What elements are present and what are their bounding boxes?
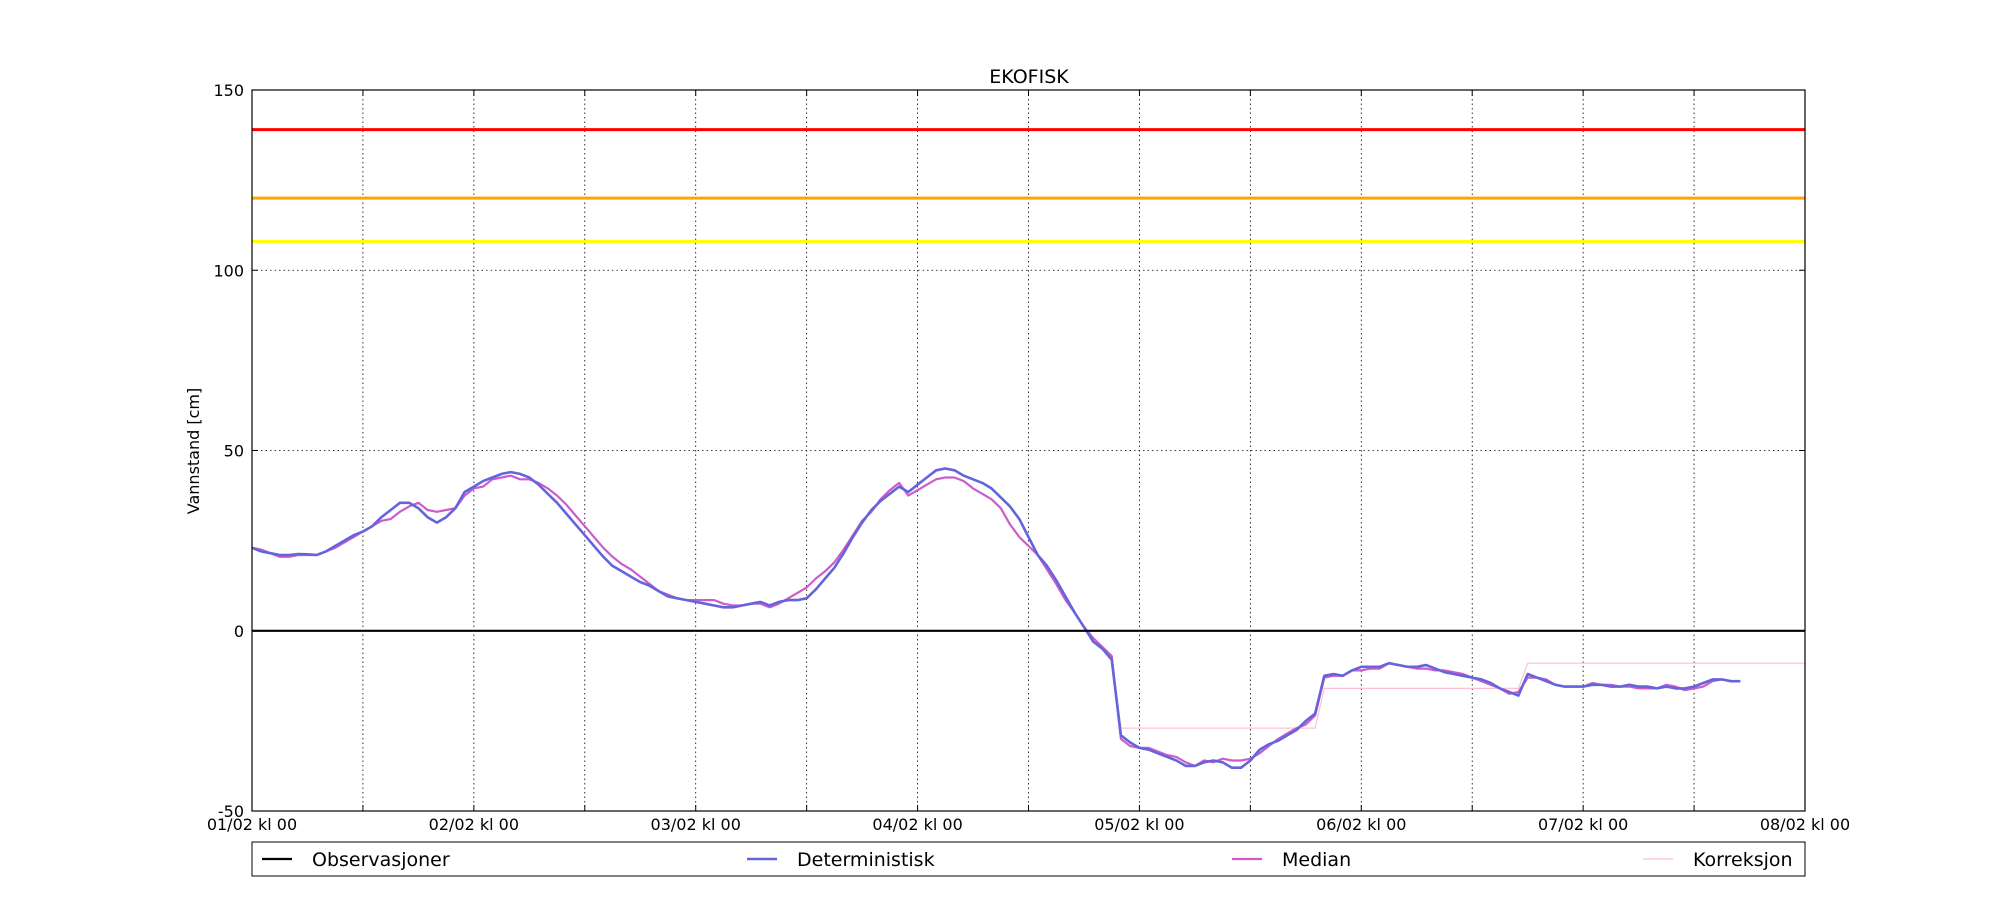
y-tick-label: 150 <box>213 81 244 100</box>
y-tick-label: 50 <box>224 442 244 461</box>
x-tick-label: 05/02 kl 00 <box>1094 815 1184 834</box>
x-tick-label: 06/02 kl 00 <box>1316 815 1406 834</box>
y-tick-label: 100 <box>213 261 244 280</box>
legend-frame <box>251 841 1806 877</box>
x-tick-label: 02/02 kl 00 <box>429 815 519 834</box>
axis-ticks: -50 0 50 100 150 01/02 kl 00 02/02 kl 00 03/02 … <box>207 81 1850 834</box>
threshold-lines <box>252 128 1805 243</box>
grid <box>252 90 1805 811</box>
y-tick-label: -50 <box>218 802 244 821</box>
legend-label: Observasjoner <box>312 849 450 871</box>
x-tick-label: 07/02 kl 00 <box>1538 815 1628 834</box>
series-line-median <box>251 474 1741 768</box>
x-tick-label: 03/02 kl 00 <box>651 815 741 834</box>
series-line-korreksjon <box>1111 655 1805 729</box>
legend: Observasjoner Deterministisk Median Korreks… <box>251 841 1806 877</box>
x-tick-label: 01/02 kl 00 <box>207 815 297 834</box>
legend-label: Deterministisk <box>797 849 935 871</box>
x-tick-label: 08/02 kl 00 <box>1760 815 1850 834</box>
legend-label: Median <box>1282 849 1351 871</box>
chart-title: EKOFISK <box>989 66 1069 88</box>
series-line-deterministisk <box>251 467 1741 770</box>
legend-label: Korreksjon <box>1693 849 1793 871</box>
x-tick-label: 04/02 kl 00 <box>872 815 962 834</box>
series-lines <box>251 467 1805 770</box>
y-tick-label: 0 <box>234 622 244 641</box>
y-axis-label: Vannstand [cm] <box>184 388 203 514</box>
